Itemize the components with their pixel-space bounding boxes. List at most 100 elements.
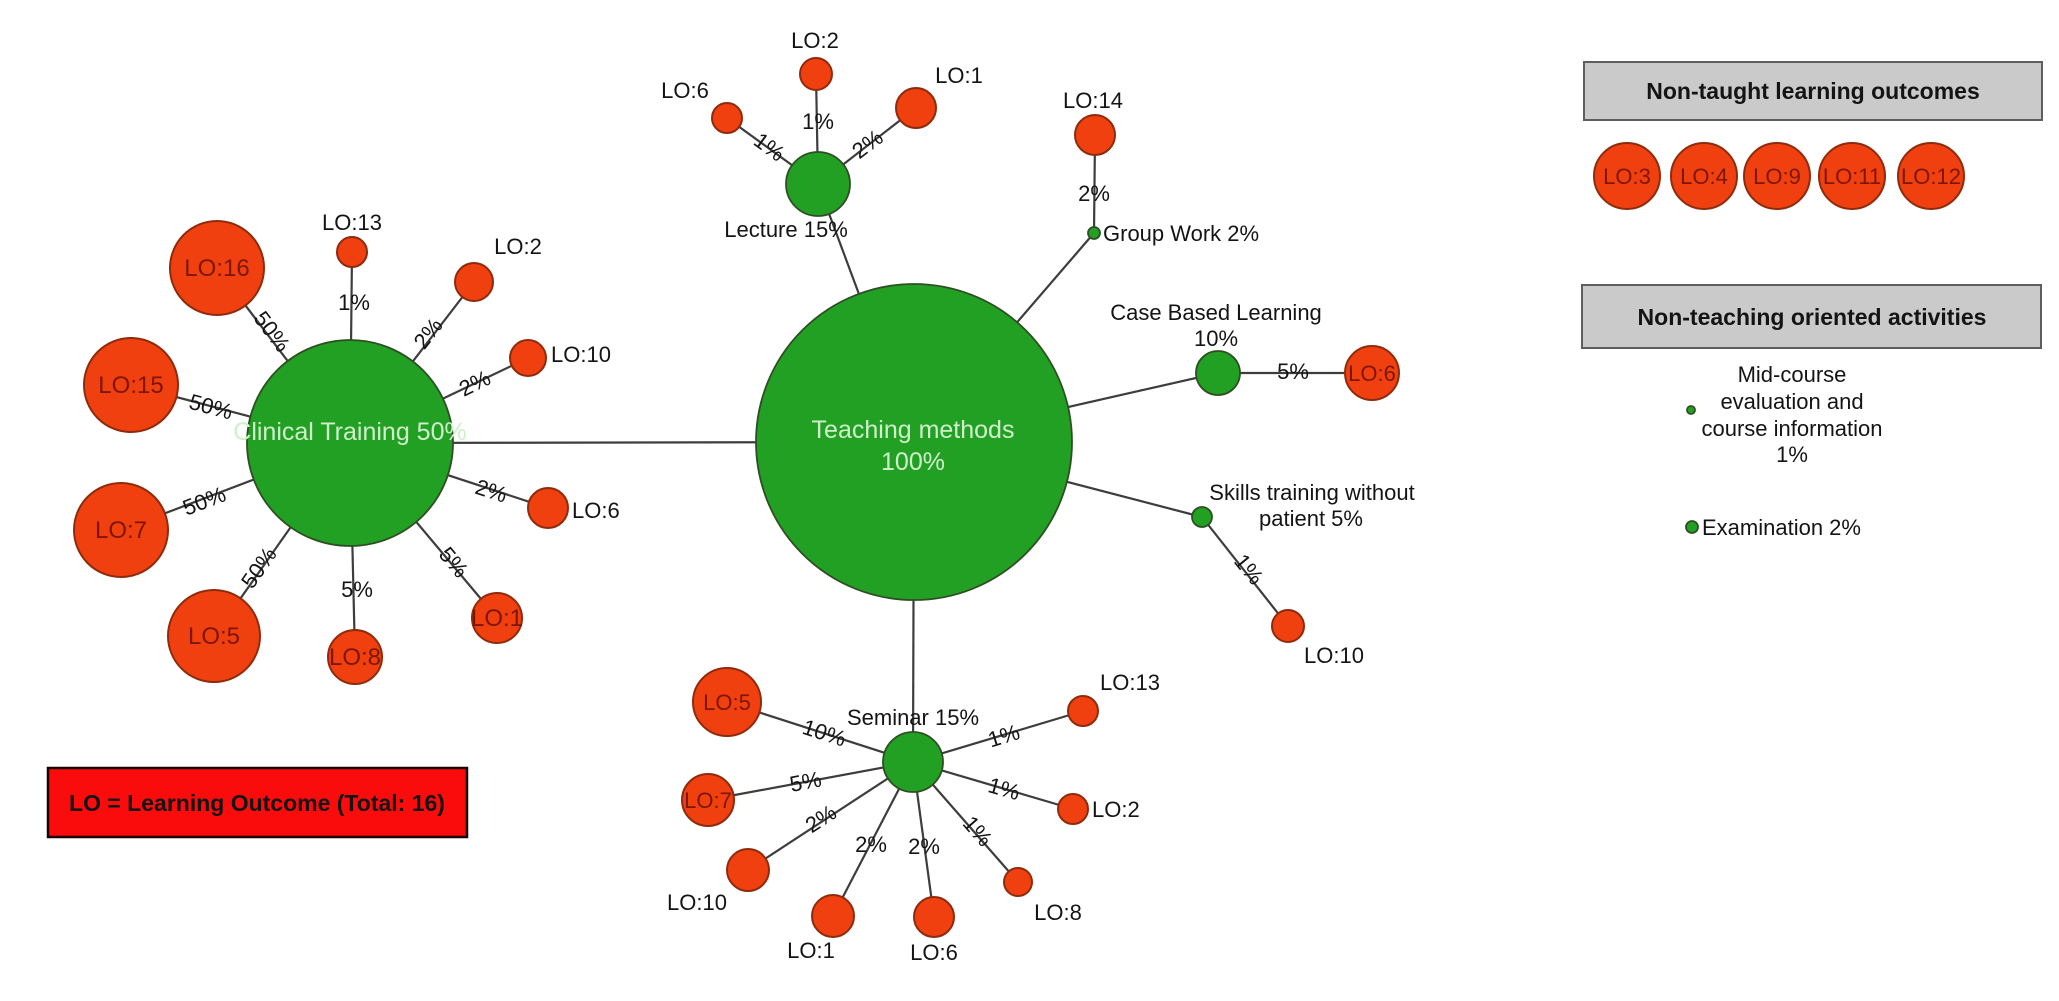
seminar-lo2-pct: 1% bbox=[985, 772, 1022, 805]
case-based-lo6-label: LO:6 bbox=[1348, 361, 1396, 386]
skills-lo10-label: LO:10 bbox=[1304, 643, 1364, 668]
seminar-lo6-label: LO:6 bbox=[910, 940, 958, 965]
mid-course-label-line4: 1% bbox=[1776, 442, 1808, 467]
clinical-lo10-node bbox=[509, 339, 547, 377]
clinical-lo15-label: LO:15 bbox=[98, 372, 163, 399]
non-taught-lo9-label: LO:9 bbox=[1753, 164, 1801, 189]
clinical-lo6-pct: 2% bbox=[472, 474, 510, 508]
seminar-lo7-pct: 5% bbox=[788, 766, 824, 797]
lecture-lo6-pct: 1% bbox=[749, 127, 789, 166]
edge-skills-lo10 bbox=[1201, 516, 1289, 627]
clinical-lo7-pct: 50% bbox=[179, 481, 229, 520]
clinical-lo16-label: LO:16 bbox=[184, 255, 249, 282]
group-work-label: Group Work 2% bbox=[1103, 221, 1259, 246]
clinical-lo8-node bbox=[327, 629, 383, 685]
groupwork-lo14-label: LO:14 bbox=[1063, 88, 1123, 113]
examination-label: Examination 2% bbox=[1702, 515, 1861, 540]
seminar-lo10-label: LO:10 bbox=[667, 890, 727, 915]
clinical-lo10-label: LO:10 bbox=[551, 342, 611, 367]
legend: LO = Learning Outcome (Total: 16) bbox=[46, 766, 469, 839]
skills-training-label-line2: patient 5% bbox=[1259, 506, 1363, 531]
lecture-node bbox=[785, 151, 851, 217]
lecture-lo1-node bbox=[895, 87, 937, 129]
clinical-lo16-node bbox=[169, 220, 265, 316]
clinical-lo7-node bbox=[73, 482, 169, 578]
lecture-lo6-node bbox=[711, 102, 743, 134]
seminar-lo8-label: LO:8 bbox=[1034, 900, 1082, 925]
seminar-lo13-pct: 1% bbox=[985, 719, 1023, 752]
seminar-lo2-node bbox=[1057, 793, 1089, 825]
non-teaching-title: Non-teaching oriented activities bbox=[1638, 304, 1987, 330]
clinical-lo1-label: LO:1 bbox=[471, 605, 523, 632]
clinical-lo5-label: LO:5 bbox=[188, 623, 240, 650]
clinical-lo13-label: LO:13 bbox=[322, 210, 382, 235]
non-taught-header-box bbox=[1583, 61, 2043, 121]
clinical-lo6-node bbox=[527, 487, 569, 529]
seminar-lo2-label: LO:2 bbox=[1092, 797, 1140, 822]
groupwork-lo14-pct: 2% bbox=[1078, 181, 1110, 206]
seminar-lo5-label: LO:5 bbox=[703, 690, 751, 715]
non-taught-panel: Non-taught learning outcomes LO:3 LO:4 L… bbox=[1583, 61, 2043, 210]
lecture-lo2-pct: 1% bbox=[802, 109, 834, 134]
non-teaching-header-box bbox=[1581, 284, 2042, 349]
lecture-label: Lecture 15% bbox=[724, 217, 848, 242]
skills-lo10-node bbox=[1271, 609, 1305, 643]
mid-course-label-line2: evaluation and bbox=[1720, 389, 1863, 414]
seminar-lo10-node bbox=[726, 848, 770, 892]
seminar-lo5-node bbox=[692, 667, 762, 737]
seminar-lo8-node bbox=[1003, 867, 1033, 897]
group-work-node bbox=[1087, 226, 1101, 240]
seminar-lo8-pct: 1% bbox=[958, 811, 998, 851]
clinical-lo10-pct: 2% bbox=[455, 365, 495, 401]
edge-seminar-lo7 bbox=[707, 760, 914, 802]
non-teaching-panel: Non-teaching oriented activities Mid-cou… bbox=[1581, 284, 2042, 540]
teaching-methods-label-line2: 100% bbox=[881, 448, 945, 476]
seminar-lo6-node bbox=[913, 896, 955, 938]
case-based-node bbox=[1195, 350, 1241, 396]
non-taught-lo12-label: LO:12 bbox=[1901, 164, 1961, 189]
lecture-lo6-label: LO:6 bbox=[661, 78, 709, 103]
clinical-lo1-pct: 5% bbox=[434, 542, 474, 582]
non-taught-lo4-label: LO:4 bbox=[1680, 164, 1728, 189]
clinical-lo13-pct: 1% bbox=[338, 290, 370, 315]
case-based-lo6-node bbox=[1344, 345, 1400, 401]
seminar-lo13-node bbox=[1067, 695, 1099, 727]
clinical-lo1-node bbox=[471, 592, 523, 644]
non-taught-lo11-node bbox=[1818, 142, 1886, 210]
legend-label: LO = Learning Outcome (Total: 16) bbox=[69, 790, 445, 816]
mid-course-label-line3: course information bbox=[1702, 416, 1883, 441]
teaching-methods-node bbox=[755, 283, 1073, 601]
non-taught-lo11-label: LO:11 bbox=[1823, 164, 1881, 189]
mid-course-dot bbox=[1686, 405, 1696, 415]
seminar-label: Seminar 15% bbox=[847, 705, 979, 730]
case-based-label-line2: 10% bbox=[1194, 326, 1238, 351]
clinical-training-label: Clinical Training 50% bbox=[233, 418, 466, 446]
teaching-methods-label-line1: Teaching methods bbox=[812, 416, 1015, 444]
non-taught-title: Non-taught learning outcomes bbox=[1646, 78, 1980, 104]
non-taught-lo3-label: LO:3 bbox=[1603, 164, 1651, 189]
clinical-lo8-label: LO:8 bbox=[329, 644, 381, 671]
clinical-lo6-label: LO:6 bbox=[572, 498, 620, 523]
non-taught-lo4-node bbox=[1670, 142, 1738, 210]
clinical-lo2-label: LO:2 bbox=[494, 234, 542, 259]
clinical-lo13-node bbox=[336, 236, 368, 268]
legend-background bbox=[46, 766, 469, 839]
seminar-lo13-label: LO:13 bbox=[1100, 670, 1160, 695]
clinical-lo2-node bbox=[454, 262, 494, 302]
clinical-lo15-pct: 50% bbox=[186, 389, 235, 425]
lecture-lo2-node bbox=[799, 57, 833, 91]
seminar-lo6-pct: 2% bbox=[908, 834, 940, 859]
skills-lo10-pct: 1% bbox=[1229, 549, 1268, 589]
seminar-lo1-node bbox=[811, 894, 855, 938]
non-taught-lo12-node bbox=[1897, 142, 1965, 210]
skills-training-node bbox=[1191, 506, 1213, 528]
seminar-lo7-node bbox=[681, 773, 735, 827]
clinical-lo8-pct: 5% bbox=[341, 577, 373, 602]
lecture-lo2-label: LO:2 bbox=[791, 28, 839, 53]
seminar-lo1-pct: 2% bbox=[855, 832, 887, 857]
clinical-training-node bbox=[246, 339, 454, 547]
clinical-lo16-pct: 50% bbox=[249, 306, 295, 356]
case-based-label-line1: Case Based Learning bbox=[1110, 300, 1322, 325]
case-based-lo6-pct: 5% bbox=[1277, 359, 1309, 384]
